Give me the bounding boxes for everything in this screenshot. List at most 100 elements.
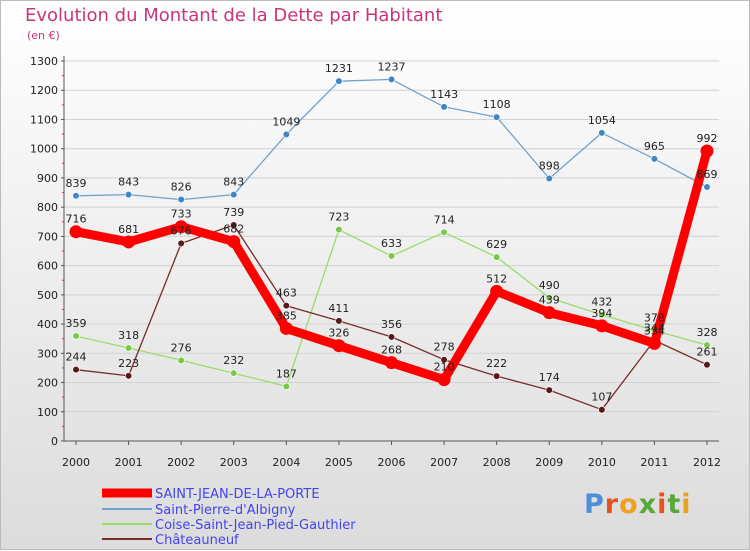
legend-label: Saint-Pierre-d'Albigny: [155, 503, 296, 518]
x-tick-label: 2007: [430, 456, 458, 469]
data-point: [335, 226, 343, 234]
data-label: 992: [697, 132, 718, 145]
proxiti-logo: Proxiti: [584, 489, 692, 520]
data-point: [177, 195, 185, 204]
data-point: [72, 366, 80, 374]
data-point: [387, 252, 396, 260]
series-layer: [69, 75, 714, 414]
data-label: 326: [328, 327, 349, 340]
legend-label: SAINT-JEAN-DE-LA-PORTE: [155, 487, 320, 502]
data-label: 1054: [588, 114, 616, 127]
chart-title: Evolution du Montant de la Dette par Hab…: [25, 5, 443, 26]
data-label: 965: [644, 140, 665, 153]
data-label: 378: [644, 312, 665, 325]
legend: SAINT-JEAN-DE-LA-PORTESaint-Pierre-d'Alb…: [102, 487, 356, 548]
x-tick-label: 2010: [588, 456, 616, 469]
data-point: [174, 220, 188, 234]
data-label: 394: [591, 307, 612, 320]
chart-subtitle: (en €): [27, 29, 60, 42]
data-label: 681: [118, 223, 139, 236]
x-tick-label: 2012: [693, 456, 721, 469]
data-point: [542, 306, 556, 320]
data-label: 629: [486, 238, 507, 251]
data-label: 223: [118, 357, 139, 370]
data-point: [647, 336, 661, 350]
data-point: [279, 321, 293, 335]
data-point: [703, 341, 711, 349]
y-tick-label: 1300: [30, 55, 58, 68]
data-label: 276: [171, 341, 192, 354]
data-point: [595, 319, 609, 333]
y-tick-label: 1000: [30, 143, 58, 156]
data-label: 1108: [483, 98, 511, 111]
y-tick-label: 200: [37, 377, 58, 390]
logo-letter: i: [681, 489, 692, 520]
y-tick-label: 300: [37, 347, 58, 360]
data-point: [490, 284, 504, 298]
data-point: [598, 311, 606, 319]
data-label: 334: [644, 324, 665, 337]
data-label: 723: [328, 211, 349, 224]
data-point: [387, 333, 396, 341]
data-point: [230, 221, 238, 229]
grid-lines: [64, 60, 719, 442]
data-label: 439: [539, 294, 560, 307]
data-point: [282, 302, 290, 310]
data-point: [545, 174, 553, 183]
data-label: 490: [539, 279, 560, 292]
data-label: 174: [539, 371, 560, 384]
data-point: [124, 372, 133, 380]
y-tick-label: 1100: [30, 113, 58, 126]
data-point: [177, 356, 185, 364]
x-tick-label: 2008: [483, 456, 511, 469]
data-label: 463: [276, 287, 297, 300]
logo-letter: P: [584, 489, 605, 520]
data-point: [545, 386, 553, 394]
x-tick-label: 2011: [640, 456, 668, 469]
data-label: 1143: [430, 88, 458, 101]
y-tick-label: 100: [37, 406, 58, 419]
data-label: 268: [381, 344, 402, 357]
data-label: 244: [66, 351, 87, 364]
data-label: 839: [66, 177, 87, 190]
data-point: [650, 155, 659, 163]
data-point: [440, 356, 448, 364]
data-point: [72, 332, 80, 340]
data-label: 869: [697, 168, 718, 181]
y-tick-label: 500: [37, 289, 58, 302]
data-label: 261: [697, 346, 718, 359]
data-label: 278: [434, 341, 455, 354]
data-point: [700, 144, 714, 158]
data-point: [387, 75, 396, 84]
data-point: [72, 192, 80, 200]
x-tick-label: 2002: [167, 456, 195, 469]
data-point: [122, 235, 136, 249]
data-label: 344: [644, 321, 665, 334]
data-label: 682: [223, 223, 244, 236]
data-point: [230, 369, 238, 377]
axes: 0 100 200 300 400 500 600 700 800 900 1000 1100 1200…: [30, 55, 721, 469]
y-tick-label: 1200: [30, 84, 58, 97]
x-tick-label: 2001: [115, 456, 143, 469]
data-point: [440, 103, 448, 111]
data-label: 1231: [325, 62, 353, 75]
data-point: [545, 294, 553, 302]
data-label: 898: [539, 160, 560, 173]
data-point: [598, 129, 606, 137]
data-point: [332, 339, 346, 353]
data-label: 676: [171, 224, 192, 237]
legend-label: Châteauneuf: [155, 533, 239, 548]
logo-letter: x: [638, 489, 658, 520]
data-label: 318: [118, 329, 139, 342]
data-label: 356: [381, 318, 402, 331]
data-point: [282, 382, 290, 390]
logo-letter: t: [667, 489, 682, 520]
data-point: [493, 372, 501, 380]
data-label: 359: [66, 317, 87, 330]
data-label: 385: [276, 309, 297, 322]
data-label: 411: [328, 302, 349, 315]
data-point: [282, 130, 290, 138]
data-point: [227, 235, 241, 249]
